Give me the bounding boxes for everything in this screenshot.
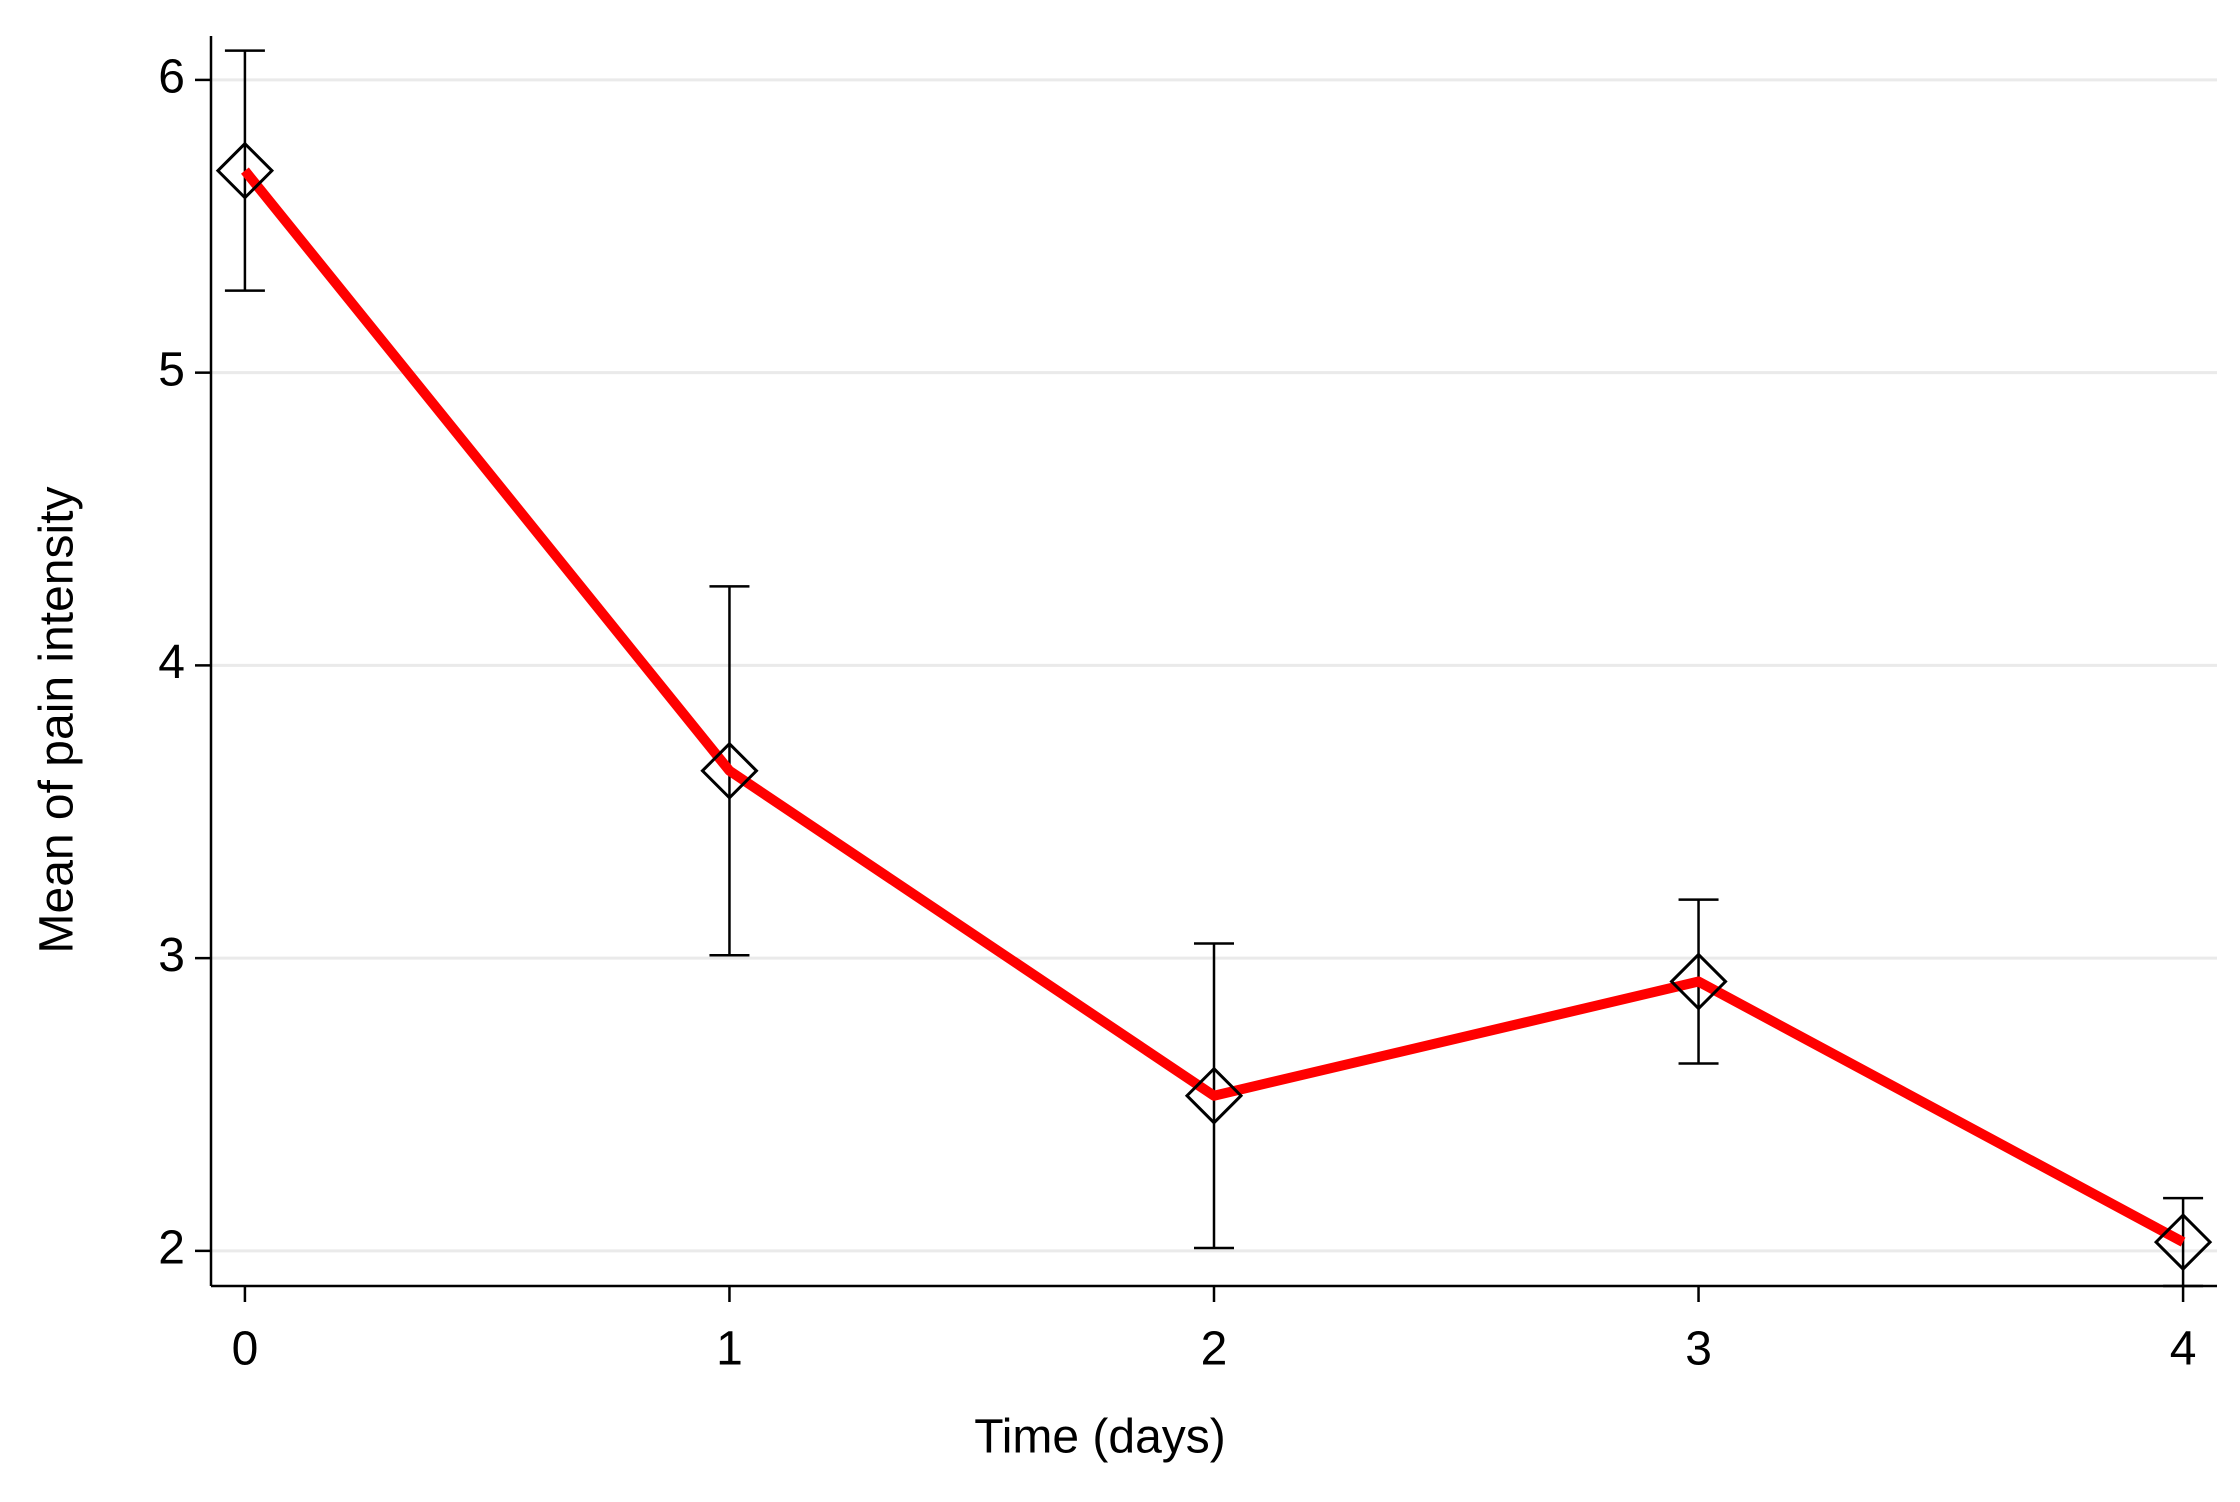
y-tick-label: 3 (158, 929, 185, 982)
x-tick-label: 0 (232, 1323, 259, 1376)
data-line (241, 167, 2186, 1247)
x-tick-label: 3 (1685, 1323, 1712, 1376)
x-tick-label: 2 (1201, 1323, 1228, 1376)
y-tick-label: 2 (158, 1222, 185, 1275)
y-tick-label: 6 (158, 51, 185, 104)
marker (1669, 952, 1728, 1011)
x-tick-label: 1 (716, 1323, 743, 1376)
y-tick-label: 4 (158, 636, 185, 689)
marker (700, 741, 759, 800)
y-tick-label: 5 (158, 343, 185, 396)
marker (215, 141, 275, 200)
marker (2153, 1212, 2213, 1272)
marker (1184, 1066, 1244, 1125)
x-axis-title: Time (days) (974, 1411, 1226, 1464)
x-tick-label: 4 (2170, 1323, 2197, 1376)
y-axis-title: Mean of pain intensity (31, 487, 84, 954)
